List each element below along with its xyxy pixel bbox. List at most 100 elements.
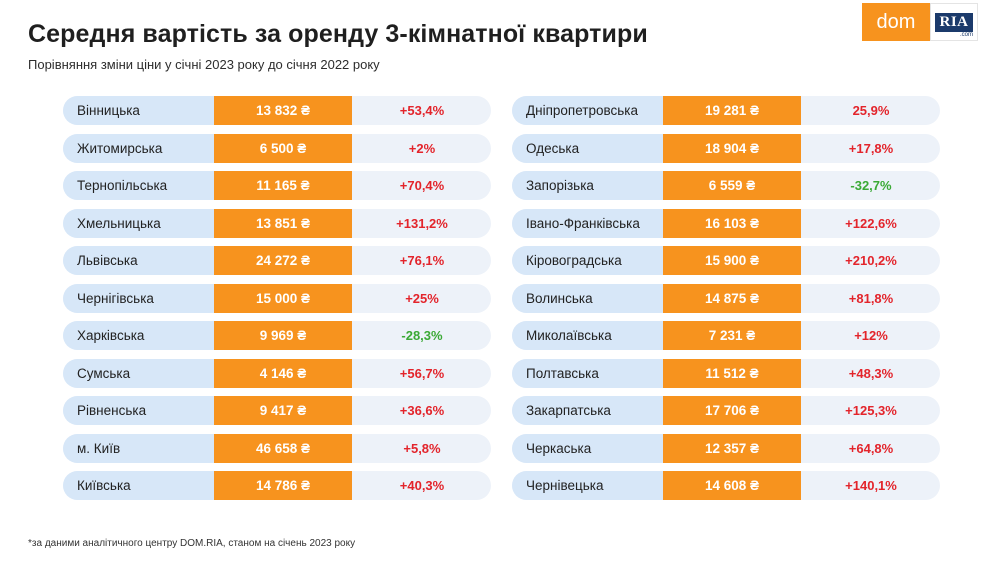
price-cell: 15 900 ₴ [663,246,801,275]
region-cell-background [63,283,233,313]
region-name: Закарпатська [526,403,611,418]
table-row: Сумська 4 146 ₴ +56,7% [63,358,491,388]
change-cell: +140,1% [845,478,897,493]
region-cell-background [512,433,682,463]
change-cell: +12% [854,328,888,343]
region-name: Чернігівська [77,290,154,306]
region-name: Кіровоградська [526,253,622,268]
price-cell: 4 146 ₴ [214,358,352,388]
logo-ria-com: .com [959,32,973,38]
region-cell-background [63,133,233,163]
change-cell: +5,8% [403,440,441,456]
region-cell-background [63,358,233,388]
price-cell: 7 231 ₴ [663,321,801,350]
region-name: Рівненська [77,403,147,418]
table-row: Львівська 24 272 ₴ +76,1% [63,246,491,275]
logo-ria-text: RIA [935,12,973,32]
region-name: Чернівецька [526,478,604,493]
change-cell: -32,7% [850,178,892,193]
price-cell: 14 875 ₴ [663,283,801,313]
table-row: Вінницька 13 832 ₴ +53,4% [63,96,491,125]
change-cell: +122,6% [845,215,897,231]
region-cell-background [512,246,682,275]
region-cell-background [63,321,233,350]
price-cell: 16 103 ₴ [663,208,801,238]
region-cell-background [512,283,682,313]
table-row: Київська 14 786 ₴ +40,3% [63,471,491,500]
price-cell: 12 357 ₴ [663,433,801,463]
region-cell-background [63,171,233,200]
change-cell: +131,2% [396,215,448,231]
price-cell: 19 281 ₴ [663,96,801,125]
region-cell-background [512,171,682,200]
price-cell: 6 559 ₴ [663,171,801,200]
region-cell-background [63,246,233,275]
change-cell: +81,8% [848,290,894,306]
table-row: Дніпропетровська 19 281 ₴ 25,9% [512,96,940,125]
region-name: Запорізька [526,178,594,193]
region-cell-background [63,433,233,463]
region-name: Полтавська [526,365,599,381]
price-cell: 11 512 ₴ [663,358,801,388]
table-right-column: Дніпропетровська 19 281 ₴ 25,9% Одеська 18 9… [512,96,940,509]
price-cell: 9 969 ₴ [214,321,352,350]
change-cell: -28,3% [401,328,443,343]
region-name: Івано-Франківська [526,215,640,231]
table-row: Закарпатська 17 706 ₴ +125,3% [512,396,940,425]
table-row: м. Київ 46 658 ₴ +5,8% [63,433,491,463]
region-name: Тернопільська [77,178,168,193]
footnote: *за даними аналітичного центру DOM.RIA, … [28,538,356,549]
region-name: Сумська [77,365,131,381]
price-cell: 13 832 ₴ [214,96,352,125]
change-cell: +64,8% [848,440,894,456]
region-name: Черкаська [526,440,592,456]
table-row: Миколаївська 7 231 ₴ +12% [512,321,940,350]
table-row: Івано-Франківська 16 103 ₴ +122,6% [512,208,940,238]
change-cell: +210,2% [845,253,897,268]
region-name: Хмельницька [77,215,161,231]
region-cell-background [512,208,682,238]
region-cell-background [512,358,682,388]
region-name: Одеська [526,140,580,156]
table-row: Рівненська 9 417 ₴ +36,6% [63,396,491,425]
price-cell: 14 608 ₴ [663,471,801,500]
change-cell: +2% [408,140,436,156]
region-cell-background [63,208,233,238]
price-cell: 13 851 ₴ [214,208,352,238]
change-cell: +40,3% [399,478,445,493]
table-row: Полтавська 11 512 ₴ +48,3% [512,358,940,388]
price-cell: 18 904 ₴ [663,133,801,163]
table-row: Тернопільська 11 165 ₴ +70,4% [63,171,491,200]
page-subtitle: Порівняння зміни ціни у січні 2023 року … [28,57,380,72]
table-row: Черкаська 12 357 ₴ +64,8% [512,433,940,463]
price-cell: 24 272 ₴ [214,246,352,275]
logo-ria-badge: RIA .com [930,3,978,41]
price-cell: 9 417 ₴ [214,396,352,425]
table-row: Одеська 18 904 ₴ +17,8% [512,133,940,163]
price-cell: 17 706 ₴ [663,396,801,425]
region-name: Дніпропетровська [526,103,639,118]
change-cell: +76,1% [399,253,445,268]
change-cell: +17,8% [848,140,894,156]
price-cell: 6 500 ₴ [214,133,352,163]
region-cell-background [512,133,682,163]
table-row: Харківська 9 969 ₴ -28,3% [63,321,491,350]
region-name: Харківська [77,328,145,343]
region-name: Вінницька [77,103,140,118]
price-cell: 11 165 ₴ [214,171,352,200]
region-cell-background [63,96,233,125]
region-name: Житомирська [77,140,163,156]
region-name: м. Київ [77,440,121,456]
change-cell: 25,9% [852,103,890,118]
region-cell-background [512,321,682,350]
change-cell: +53,4% [399,103,445,118]
price-cell: 14 786 ₴ [214,471,352,500]
region-cell-background [63,396,233,425]
region-cell-background [512,96,682,125]
table-row: Хмельницька 13 851 ₴ +131,2% [63,208,491,238]
table-row: Житомирська 6 500 ₴ +2% [63,133,491,163]
table-row: Чернігівська 15 000 ₴ +25% [63,283,491,313]
region-cell-background [512,471,682,500]
price-cell: 15 000 ₴ [214,283,352,313]
logo-dom: dom [862,3,930,41]
